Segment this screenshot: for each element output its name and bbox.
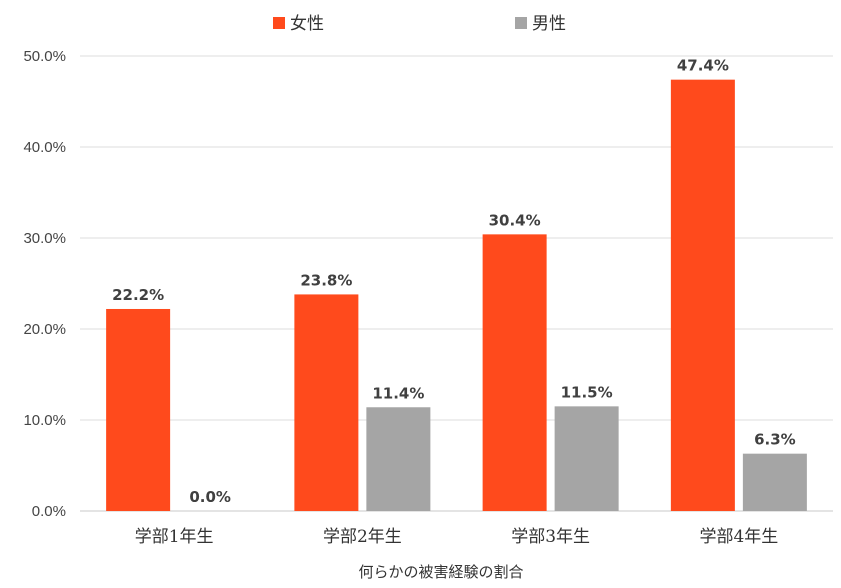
x-category-label: 学部4年生 — [699, 527, 778, 547]
data-label: 6.3% — [754, 431, 796, 449]
y-tick-label: 40.0% — [23, 139, 66, 156]
y-tick-label: 0.0% — [32, 503, 66, 520]
data-label: 22.2% — [112, 286, 164, 304]
x-axis-title: 何らかの被害経験の割合 — [358, 563, 523, 581]
legend-swatch — [515, 17, 527, 29]
bar-female-3 — [482, 234, 547, 512]
bar-male-2 — [366, 407, 431, 511]
x-category-label: 学部3年生 — [511, 527, 590, 547]
data-label: 47.4% — [677, 57, 729, 75]
data-label: 23.8% — [300, 271, 352, 289]
bar-male-4 — [742, 453, 807, 511]
bar-female-2 — [294, 294, 359, 511]
y-tick-label: 30.0% — [23, 230, 66, 247]
data-label: 30.4% — [489, 211, 541, 229]
data-label: 11.4% — [372, 384, 424, 402]
y-axis-ticks: 0.0% 10.0% 20.0% 30.0% 40.0% 50.0% — [23, 48, 66, 520]
x-axis-categories: 学部1年生 学部2年生 学部3年生 学部4年生 — [135, 527, 779, 547]
bar-female-4 — [670, 79, 735, 511]
legend: 女性 男性 — [273, 14, 566, 34]
legend-label: 女性 — [290, 14, 324, 34]
bar-female-1 — [106, 308, 171, 511]
y-tick-label: 10.0% — [23, 412, 66, 429]
x-category-label: 学部2年生 — [323, 527, 402, 547]
legend-label: 男性 — [532, 14, 566, 34]
y-tick-label: 50.0% — [23, 48, 66, 65]
x-category-label: 学部1年生 — [135, 527, 214, 547]
legend-swatch — [273, 17, 285, 29]
bars — [106, 79, 807, 512]
bar-male-3 — [554, 406, 619, 511]
data-labels: 22.2% 0.0% 23.8% 11.4% 30.4% 11.5% 47.4% 6.3% — [112, 57, 796, 506]
y-tick-label: 20.0% — [23, 321, 66, 338]
data-label: 0.0% — [189, 488, 231, 506]
data-label: 11.5% — [561, 383, 613, 401]
